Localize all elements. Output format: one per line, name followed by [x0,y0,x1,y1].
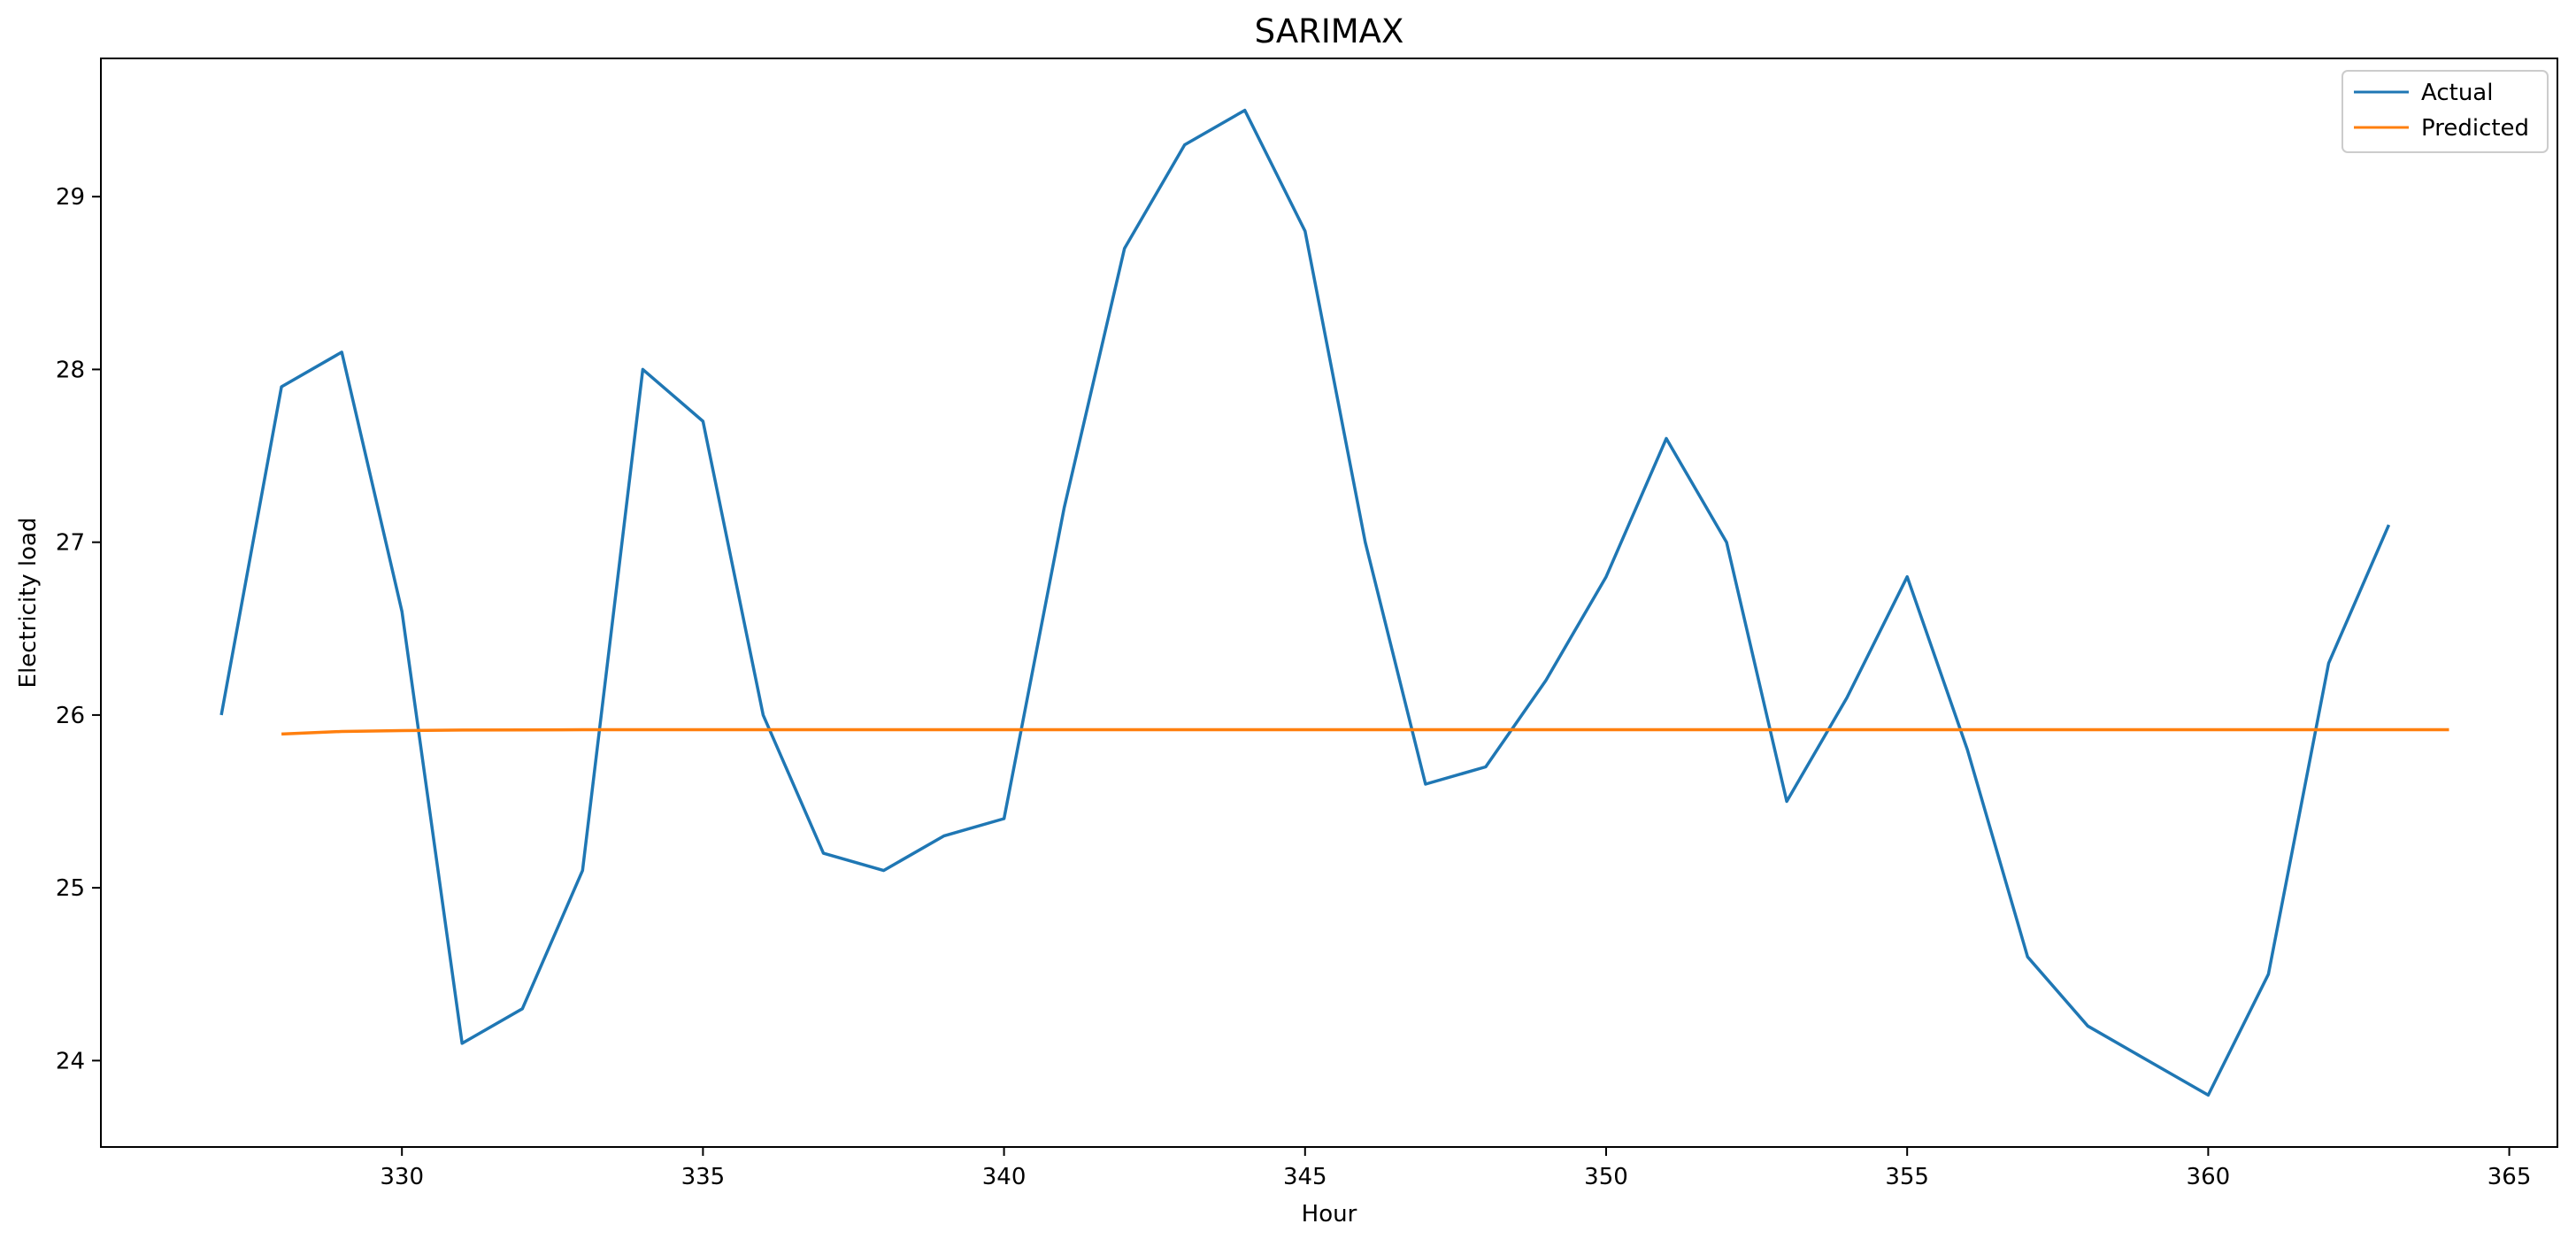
series-layer [219,108,2449,1097]
y-axis-ticks: 24 25 26 27 28 29 [56,184,101,1074]
y-tick-label: 28 [56,357,85,383]
series-line-predicted [281,727,2449,736]
legend-label-actual: Actual [2421,80,2493,106]
x-tick-label: 330 [380,1164,424,1190]
x-tick-label: 360 [2187,1164,2231,1190]
x-tick-label: 335 [681,1164,726,1190]
chart-title: SARIMAX [1255,12,1404,50]
y-tick-label: 24 [56,1048,85,1074]
series-line-actual [219,108,2391,1097]
x-axis-label: Hour [1302,1201,1357,1228]
x-tick-label: 340 [982,1164,1027,1190]
x-tick-label: 345 [1283,1164,1327,1190]
x-tick-label: 355 [1885,1164,1929,1190]
y-tick-label: 29 [56,184,85,211]
x-axis-ticks: 330 335 340 345 350 355 360 365 [380,1147,2531,1190]
y-tick-label: 25 [56,875,85,902]
y-tick-label: 26 [56,703,85,729]
plot-area-frame [100,58,2558,1148]
y-axis-label: Electricity load [15,518,42,689]
y-tick-label: 27 [56,530,85,557]
legend: Actual Predicted [2341,70,2549,153]
x-tick-label: 350 [1584,1164,1628,1190]
x-tick-label: 365 [2488,1164,2532,1190]
legend-label-predicted: Predicted [2421,115,2529,142]
